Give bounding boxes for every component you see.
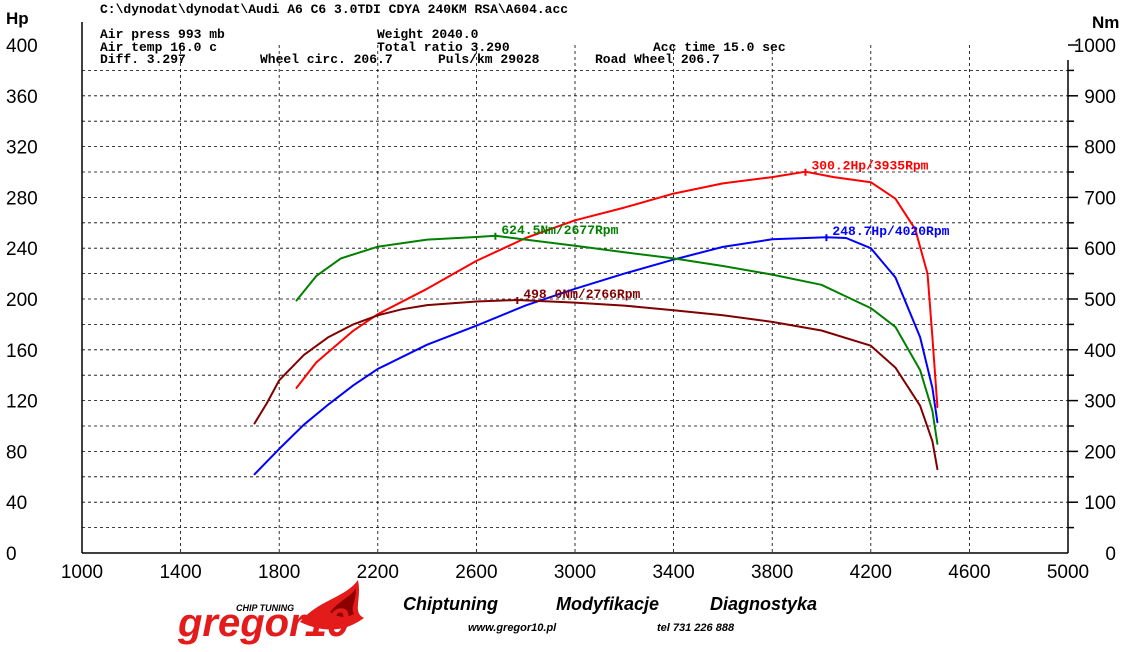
x-tick-label: 2600 xyxy=(455,562,497,583)
series-line xyxy=(253,299,939,471)
x-tick-label: 3800 xyxy=(751,562,793,583)
slogan-chiptuning: Chiptuning xyxy=(403,594,498,614)
y-left-tick-label: 320 xyxy=(6,138,38,159)
param-air-temp: Air temp 16.0 c xyxy=(100,40,217,55)
peak-label: 498.0Nm/2766Rpm xyxy=(523,287,640,302)
x-tick-label: 3000 xyxy=(554,562,596,583)
param-puls-km: Puls/km 29028 xyxy=(438,52,540,67)
y-left-tick-label: 120 xyxy=(6,392,38,413)
series-lines xyxy=(253,170,939,476)
series-line xyxy=(295,234,939,445)
x-tick-label: 3400 xyxy=(652,562,694,583)
y-right-tick-label: 600 xyxy=(1084,239,1116,260)
y-left-tick-label: 0 xyxy=(6,544,17,565)
series-line xyxy=(295,170,939,408)
param-air-press: Air press 993 mb xyxy=(100,27,225,42)
peak-label: 248.7Hp/4020Rpm xyxy=(832,224,949,239)
peak-label: 624.5Nm/2677Rpm xyxy=(501,223,618,238)
logo-tagline: CHIP TUNING xyxy=(236,603,294,613)
x-tick-label: 1800 xyxy=(258,562,300,583)
grid xyxy=(82,45,1068,553)
y-right-tick-label: 1000 xyxy=(1074,36,1116,57)
phone: tel 731 226 888 xyxy=(657,622,735,634)
x-tick-label: 1000 xyxy=(61,562,103,583)
left-axis-unit: Hp xyxy=(6,9,29,28)
peak-label: 300.2Hp/3935Rpm xyxy=(811,159,928,174)
x-tick-label: 5000 xyxy=(1047,562,1089,583)
param-acc-time: Acc time 15.0 sec xyxy=(653,40,786,55)
slogan-modyfikacje: Modyfikacje xyxy=(556,594,659,614)
y-right-tick-label: 400 xyxy=(1084,341,1116,362)
y-right-tick-label: 0 xyxy=(1105,544,1116,565)
logo-text: gregor10 xyxy=(177,601,349,645)
y-left-tick-label: 280 xyxy=(6,188,38,209)
right-axis-unit: Nm xyxy=(1092,13,1119,32)
x-tick-label: 1400 xyxy=(159,562,201,583)
param-road-wheel: Road Wheel 206.7 xyxy=(595,52,720,67)
param-wheel-circ: Wheel circ. 206.7 xyxy=(260,52,393,67)
x-tick-label: 2200 xyxy=(357,562,399,583)
y-left-tick-label: 400 xyxy=(6,36,38,57)
param-diff: Diff. 3.297 xyxy=(100,52,186,67)
tick-labels: 0 40 80 120 160 200 240 280 320 360 400 0 100 200 300 4… xyxy=(6,36,1116,583)
file-path: C:\dynodat\dynodat\Audi A6 C6 3.0TDI CDY… xyxy=(100,2,568,17)
series-line xyxy=(253,236,939,476)
y-right-tick-label: 200 xyxy=(1084,442,1116,463)
y-right-tick-label: 700 xyxy=(1084,188,1116,209)
y-right-tick-label: 900 xyxy=(1084,87,1116,108)
axes xyxy=(81,22,1078,554)
website[interactable]: www.gregor10.pl xyxy=(468,622,557,634)
x-tick-label: 4200 xyxy=(850,562,892,583)
brand-logo: gregor10 CHIP TUNING xyxy=(177,580,364,645)
y-left-tick-label: 360 xyxy=(6,87,38,108)
y-left-tick-label: 40 xyxy=(6,493,27,514)
y-left-tick-label: 240 xyxy=(6,239,38,260)
peak-labels: 300.2Hp/3935Rpm 248.7Hp/4020Rpm 624.5Nm/26… xyxy=(494,159,950,305)
y-left-tick-label: 80 xyxy=(6,442,27,463)
slogan-diagnostyka: Diagnostyka xyxy=(710,594,817,614)
y-right-tick-label: 800 xyxy=(1084,138,1116,159)
flame-icon xyxy=(300,580,364,630)
x-tick-label: 4600 xyxy=(948,562,990,583)
y-right-tick-label: 500 xyxy=(1084,290,1116,311)
param-weight: Weight 2040.0 xyxy=(377,27,479,42)
y-right-tick-label: 300 xyxy=(1084,392,1116,413)
y-left-tick-label: 160 xyxy=(6,341,38,362)
y-left-tick-label: 200 xyxy=(6,290,38,311)
y-right-tick-label: 100 xyxy=(1084,493,1116,514)
